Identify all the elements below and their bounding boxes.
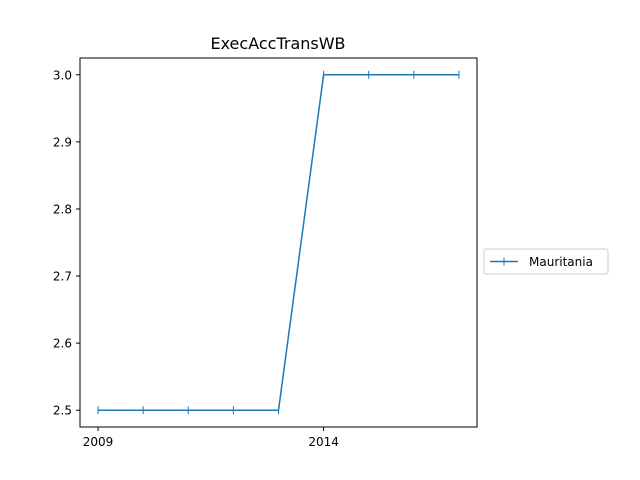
legend-box <box>483 248 609 275</box>
x-axis-ticks: 2009 2014 <box>83 427 339 449</box>
y-tick-label: 3.0 <box>53 68 72 82</box>
y-tick-label: 2.7 <box>53 270 72 284</box>
plot-area-frame <box>79 57 478 428</box>
y-tick-label: 2.6 <box>53 337 72 351</box>
chart-title: ExecAccTransWB <box>210 34 345 53</box>
y-axis-ticks: 2.5 2.6 2.7 2.8 2.9 3.0 <box>53 68 80 418</box>
legend: Mauritania <box>483 248 609 275</box>
y-tick-label: 2.9 <box>53 135 72 149</box>
legend-label-mauritania: Mauritania <box>529 255 593 269</box>
series-layer <box>97 70 460 415</box>
y-tick-label: 2.5 <box>53 404 72 418</box>
x-tick-label: 2014 <box>308 435 339 449</box>
y-tick-label: 2.8 <box>53 202 72 216</box>
x-tick-label: 2009 <box>83 435 114 449</box>
